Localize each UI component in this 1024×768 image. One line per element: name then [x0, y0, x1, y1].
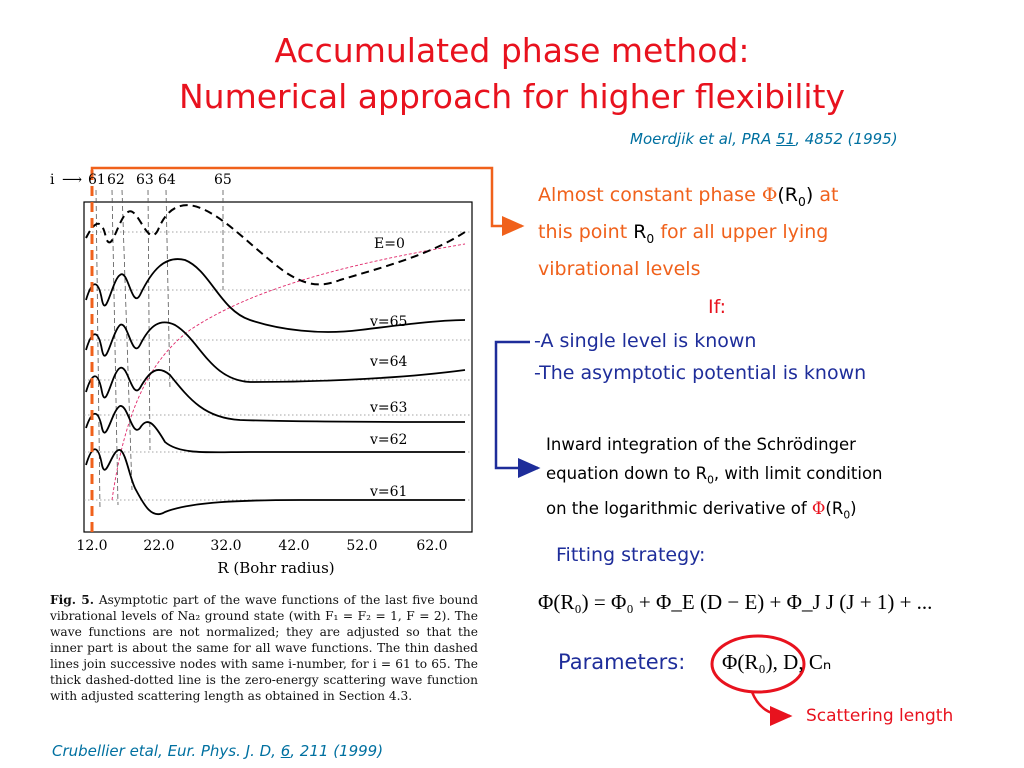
phase-note: Almost constant phase Φ(R0) at this poin…	[538, 184, 839, 280]
phase-connector-arrow	[90, 166, 525, 236]
x-tick-62: 62.0	[416, 538, 447, 554]
label-v62: v=62	[369, 432, 407, 448]
label-v64: v=64	[369, 354, 408, 370]
reference-moerdijk: Moerdjik et al, PRA 51, 4852 (1995)	[630, 130, 898, 148]
condition-single-level: -A single level is known	[534, 330, 757, 352]
reference-crubellier: Crubellier etal, Eur. Phys. J. D, 6, 211…	[52, 742, 384, 760]
x-tick-42: 42.0	[278, 538, 309, 554]
plot-frame	[83, 201, 473, 533]
x-tick-32: 32.0	[210, 538, 241, 554]
curve-v64	[85, 321, 466, 383]
curve-e0	[85, 204, 466, 286]
slide-title-line2: Numerical approach for higher flexibilit…	[178, 77, 846, 116]
curve-v62	[85, 405, 465, 454]
parameters-values: Φ(R₀), D, Cₙ	[722, 650, 832, 674]
x-tick-22: 22.0	[143, 538, 174, 554]
node-number-64: 64	[158, 172, 176, 188]
label-e0: E=0	[374, 236, 405, 252]
x-tick-52: 52.0	[346, 538, 377, 554]
label-v61: v=61	[369, 484, 407, 500]
x-axis-label: R (Bohr radius)	[217, 559, 334, 577]
node-number-65: 65	[214, 172, 232, 188]
node-number-62: 62	[107, 172, 125, 188]
inward-integration-note: Inward integration of the Schrödinger eq…	[546, 435, 883, 522]
fitting-equation: Φ(R₀) = Φ₀ + Φ_E (D − E) + Φ_J J (J + 1)…	[538, 590, 933, 614]
fitting-strategy-label: Fitting strategy:	[556, 544, 706, 566]
label-v65: v=65	[369, 314, 407, 330]
i-label: i	[50, 172, 55, 188]
figure-caption: Fig. 5. Asymptotic part of the wave func…	[50, 593, 479, 703]
if-heading: If:	[708, 296, 727, 318]
node-number-63: 63	[136, 172, 154, 188]
curve-v61	[85, 448, 465, 515]
condition-asymptotic-potential: -The asymptotic potential is known	[534, 362, 867, 384]
i-arrow: ⟶	[62, 172, 82, 188]
parameters-label: Parameters:	[558, 650, 686, 674]
curve-v65	[85, 258, 466, 333]
conditions-bracket-arrow	[494, 340, 541, 478]
wavefunction-figure: i ⟶ 61 62 63 64 65 E=0 v=65 v=64 v=63 v=…	[50, 170, 473, 577]
scattering-arrow	[750, 691, 793, 726]
x-tick-12: 12.0	[76, 538, 107, 554]
scattering-length-label: Scattering length	[806, 706, 954, 726]
phi-r0-highlight-circle	[710, 634, 806, 694]
label-v63: v=63	[369, 400, 407, 416]
slide-title-line1: Accumulated phase method:	[274, 31, 750, 70]
node-number-61: 61	[88, 172, 106, 188]
curve-v63	[85, 367, 466, 423]
